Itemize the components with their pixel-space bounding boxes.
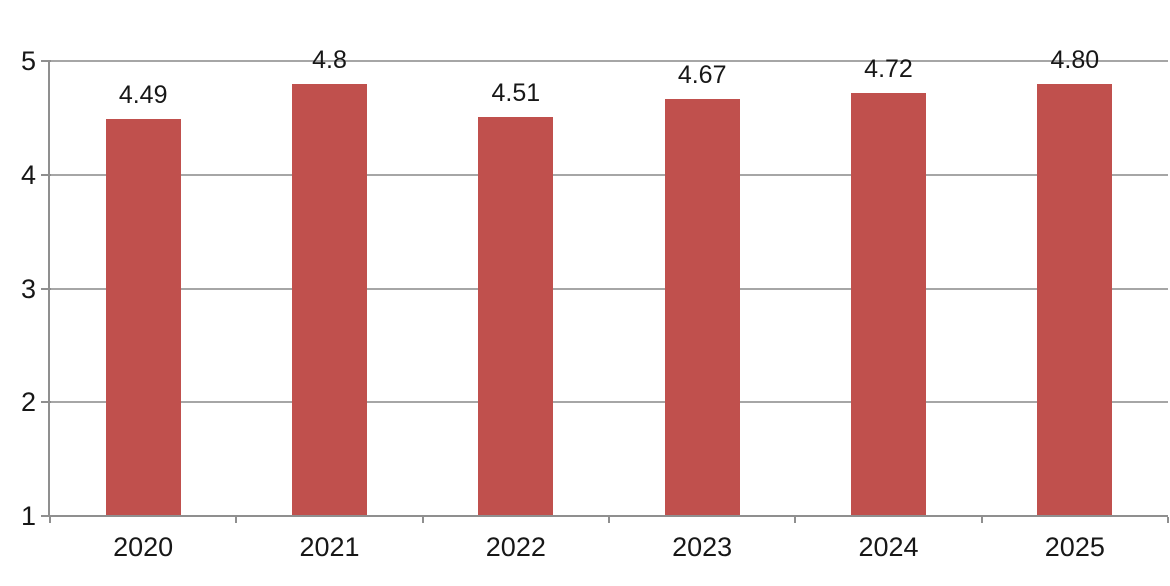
y-tick-4 <box>41 173 51 176</box>
x-tick-3 <box>608 517 610 523</box>
y-tick-5 <box>41 60 51 62</box>
bar-value-label: 4.49 <box>118 81 168 109</box>
x-tick-5 <box>980 517 983 523</box>
y-tick-2 <box>41 401 51 404</box>
bar-value-label: 4.80 <box>1050 45 1100 74</box>
bar-2021 <box>292 83 367 515</box>
gridline-y2 <box>50 401 1168 404</box>
y-tick-label: 3 <box>20 273 36 304</box>
y-axis-line <box>48 60 50 517</box>
bar-2022 <box>478 116 554 515</box>
x-tick-0 <box>49 517 51 523</box>
x-tick-label: 2023 <box>672 532 733 562</box>
x-tick-label: 2022 <box>485 532 546 562</box>
x-tick-label: 2025 <box>1044 532 1105 562</box>
y-tick-label: 2 <box>20 387 36 418</box>
bar-value-label: 4.8 <box>312 45 347 74</box>
bar-value-label: 4.51 <box>491 78 541 107</box>
x-tick-2 <box>421 517 424 523</box>
gridline-y4 <box>50 173 1168 176</box>
bar-2024 <box>851 92 926 515</box>
y-tick-label: 5 <box>20 46 36 76</box>
gridline-y3 <box>50 287 1168 290</box>
x-axis-line <box>48 515 1168 517</box>
x-tick-1 <box>235 517 238 523</box>
y-tick-1 <box>41 515 51 517</box>
x-tick-label: 2020 <box>113 532 174 562</box>
y-tick-3 <box>41 287 51 290</box>
bar-value-label: 4.67 <box>677 60 727 89</box>
x-tick-4 <box>794 517 797 523</box>
bar-value-label: 4.72 <box>864 54 913 83</box>
x-tick-label: 2021 <box>299 532 360 562</box>
x-tick-6 <box>1167 517 1169 523</box>
y-tick-label: 1 <box>20 501 36 531</box>
bar-2023 <box>664 98 740 515</box>
gridline-y5 <box>50 60 1168 62</box>
y-tick-label: 4 <box>20 159 36 190</box>
bar-2020 <box>105 119 181 515</box>
x-tick-label: 2024 <box>858 532 919 562</box>
bar-2025 <box>1037 83 1113 515</box>
